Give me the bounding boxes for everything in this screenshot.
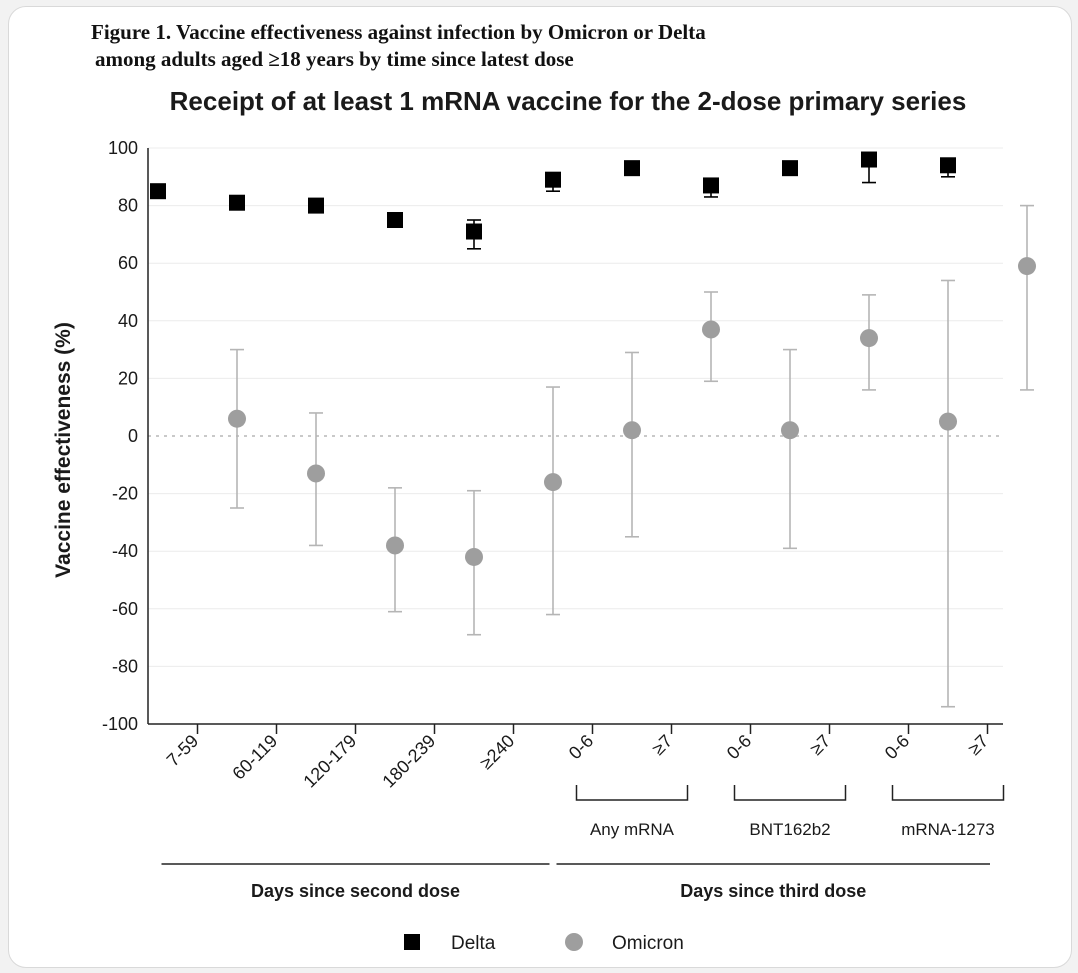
figure-title-line-2: among adults aged ≥18 years by time sinc…	[95, 47, 574, 71]
x-tick-label: 7-59	[163, 731, 203, 771]
chart-title: Receipt of at least 1 mRNA vaccine for t…	[170, 86, 967, 116]
omicron-point	[1018, 257, 1036, 276]
x-tick-label: ≥7	[806, 731, 834, 759]
omicron-point	[228, 409, 246, 428]
omicron-point	[544, 473, 562, 492]
y-tick-label: -100	[102, 714, 138, 734]
delta-point	[229, 194, 245, 211]
x-tick-label: 120-179	[299, 731, 360, 792]
omicron-point	[623, 421, 641, 440]
x-tick-label: 60-119	[228, 731, 281, 784]
x-tick-label: ≥240	[476, 731, 518, 773]
x-tick-label: 0-6	[881, 731, 914, 764]
x-tick-label: ≥7	[648, 731, 676, 759]
y-tick-label: -20	[112, 484, 138, 504]
legend-omicron-marker	[565, 933, 583, 951]
y-tick-label: 20	[118, 368, 138, 388]
delta-point	[387, 212, 403, 228]
legend-omicron-label: Omicron	[612, 933, 684, 954]
omicron-point	[465, 547, 483, 566]
plot-area: 100 80 60 40 20 0 -20 -40 -60 -80 -100 7-59 60-119 12…	[102, 138, 1036, 954]
omicron-point	[307, 464, 325, 483]
x-tick-label: 0-6	[723, 731, 756, 764]
delta-point	[940, 157, 956, 174]
omicron-point	[781, 421, 799, 440]
omicron-point	[860, 329, 878, 348]
y-tick-label: -60	[112, 599, 138, 619]
delta-point	[150, 183, 166, 200]
x-tick-label: 180-239	[378, 731, 439, 792]
omicron-point	[386, 536, 404, 555]
omicron-point	[939, 412, 957, 431]
y-axis-label: Vaccine effectiveness (%)	[52, 322, 75, 578]
delta-point	[545, 171, 561, 188]
y-tick-label: -40	[112, 541, 138, 561]
delta-point	[782, 160, 798, 177]
x-tick-label: ≥7	[964, 731, 992, 759]
subgroup-bracket	[733, 785, 847, 801]
legend-delta-marker	[404, 934, 420, 950]
y-tick-label: 100	[108, 138, 138, 158]
y-tick-label: 40	[118, 311, 138, 331]
delta-point	[466, 223, 482, 240]
subgroup-label: Any mRNA	[590, 820, 675, 839]
y-tick-label: 60	[118, 253, 138, 273]
delta-point	[308, 197, 324, 214]
omicron-point	[702, 320, 720, 339]
delta-point	[861, 151, 877, 168]
subgroup-label: BNT162b2	[749, 820, 830, 839]
subgroup-label: mRNA-1273	[901, 820, 995, 839]
figure-card: Figure 1. Vaccine effectiveness against …	[8, 6, 1072, 968]
section-label: Days since second dose	[251, 881, 460, 901]
y-tick-label: 80	[118, 196, 138, 216]
y-tick-label: 0	[128, 426, 138, 446]
subgroup-bracket	[575, 785, 689, 801]
figure-title-line-1: Figure 1. Vaccine effectiveness against …	[91, 20, 706, 44]
y-tick-label: -80	[112, 656, 138, 676]
figure-title: Figure 1. Vaccine effectiveness against …	[91, 19, 991, 73]
x-tick-label: 0-6	[565, 731, 598, 764]
delta-point	[703, 177, 719, 194]
section-label: Days since third dose	[680, 881, 866, 901]
delta-point	[624, 160, 640, 177]
legend-delta-label: Delta	[451, 933, 496, 954]
subgroup-bracket	[891, 785, 1005, 801]
